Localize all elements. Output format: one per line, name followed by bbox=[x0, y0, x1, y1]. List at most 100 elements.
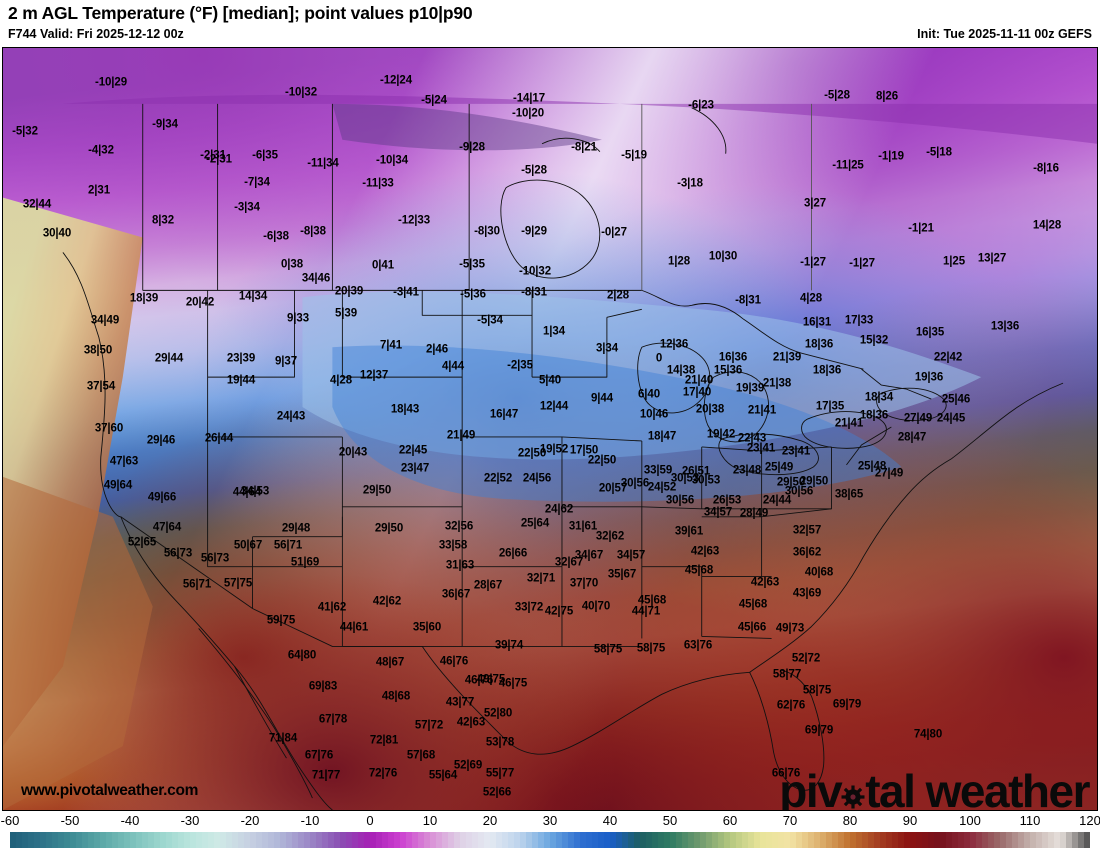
point-value-label: 26|53 bbox=[712, 494, 742, 507]
point-value-label: 12|36 bbox=[659, 338, 689, 351]
point-value-label: 36|67 bbox=[441, 588, 471, 601]
colorbar-cell bbox=[1024, 832, 1030, 848]
colorbar-tick: 40 bbox=[602, 813, 618, 828]
colorbar-cell bbox=[94, 832, 100, 848]
point-value-label: 42|63 bbox=[456, 716, 486, 729]
point-value-label: 57|75 bbox=[223, 577, 253, 590]
point-value-label: -2|31 bbox=[200, 149, 226, 162]
point-value-label: 21|39 bbox=[772, 351, 802, 364]
point-value-label: 9|44 bbox=[590, 392, 614, 405]
point-value-label: -5|36 bbox=[460, 288, 486, 301]
point-value-label: -4|32 bbox=[88, 144, 114, 157]
colorbar-cell bbox=[862, 832, 868, 848]
point-value-label: 20|42 bbox=[185, 296, 215, 309]
point-value-label: 17|50 bbox=[569, 444, 599, 457]
colorbar-cell bbox=[898, 832, 904, 848]
colorbar-cell bbox=[1084, 832, 1090, 848]
point-value-label: 29|44 bbox=[154, 352, 184, 365]
colorbar-cell bbox=[712, 832, 718, 848]
point-value-label: 45|68 bbox=[637, 594, 667, 607]
colorbar-cell bbox=[502, 832, 508, 848]
point-value-label: 71|77 bbox=[311, 769, 341, 782]
colorbar-cell bbox=[694, 832, 700, 848]
point-value-label: 45|68 bbox=[684, 564, 714, 577]
point-value-label: 49|75 bbox=[476, 673, 506, 686]
point-value-label: -1|19 bbox=[878, 150, 904, 163]
point-value-label: 23|48 bbox=[732, 464, 762, 477]
colorbar-cell bbox=[250, 832, 256, 848]
point-value-label: 31|61 bbox=[568, 520, 598, 533]
colorbar-cell bbox=[394, 832, 400, 848]
point-value-label: 74|80 bbox=[913, 728, 943, 741]
point-value-label: 2|46 bbox=[425, 343, 449, 356]
point-value-label: 53|78 bbox=[485, 736, 515, 749]
colorbar-cell bbox=[682, 832, 688, 848]
point-value-label: 21|41 bbox=[747, 404, 777, 417]
colorbar-cell bbox=[964, 832, 970, 848]
colorbar-cell bbox=[640, 832, 646, 848]
point-value-label: 22|45 bbox=[398, 444, 428, 457]
point-value-label: 30|53 bbox=[691, 474, 721, 487]
site-url-watermark: www.pivotalweather.com bbox=[21, 782, 199, 799]
point-value-label: 23|41 bbox=[746, 442, 776, 455]
point-value-label: -11|33 bbox=[362, 177, 394, 190]
point-value-label: 44|71 bbox=[631, 605, 661, 618]
colorbar-cell bbox=[526, 832, 532, 848]
point-value-label: 12|44 bbox=[539, 400, 569, 413]
point-value-label: 69|79 bbox=[832, 698, 862, 711]
point-value-label: -8|16 bbox=[1033, 162, 1059, 175]
colorbar-cell bbox=[742, 832, 748, 848]
colorbar-cell bbox=[484, 832, 490, 848]
colorbar-cell bbox=[724, 832, 730, 848]
point-value-label: -3|41 bbox=[393, 286, 419, 299]
point-value-label: 42|62 bbox=[372, 595, 402, 608]
colorbar-cell bbox=[472, 832, 478, 848]
point-value-label: -5|18 bbox=[926, 146, 952, 159]
point-value-label: -1|21 bbox=[908, 222, 934, 235]
point-value-label: 20|57 bbox=[598, 482, 628, 495]
colorbar-cell bbox=[286, 832, 292, 848]
colorbar-tick: 120 bbox=[1079, 813, 1100, 828]
point-value-label: 33|59 bbox=[643, 464, 673, 477]
point-value-label: 13|27 bbox=[977, 252, 1007, 265]
point-value-label: -6|23 bbox=[688, 99, 714, 112]
colorbar-cell bbox=[214, 832, 220, 848]
point-value-label: 10|46 bbox=[639, 408, 669, 421]
colorbar-cell bbox=[208, 832, 214, 848]
colorbar-cell bbox=[754, 832, 760, 848]
point-value-label: -1|27 bbox=[800, 256, 826, 269]
colorbar-cell bbox=[328, 832, 334, 848]
colorbar-cell bbox=[568, 832, 574, 848]
temperature-field-layer bbox=[3, 48, 1097, 810]
point-value-label: -10|34 bbox=[375, 154, 409, 167]
point-value-label: 25|48 bbox=[857, 460, 887, 473]
point-value-label: 32|56 bbox=[444, 520, 474, 533]
colorbar-cell bbox=[934, 832, 940, 848]
colorbar[interactable]: -60 -50 -40 -30 -20 -10 0 10 20 30 40 50 60 70 80 90 100… bbox=[0, 812, 1100, 850]
point-value-label: 4|28 bbox=[329, 374, 353, 387]
colorbar-cell bbox=[664, 832, 670, 848]
point-value-label: 49|64 bbox=[103, 479, 133, 492]
map-canvas[interactable]: -5|32 -10|29 -4|32 2|31 -9|34 8|32 -2|31 -6|35 -… bbox=[2, 47, 1098, 811]
point-value-label: -3|34 bbox=[234, 201, 260, 214]
point-value-label: 1|34 bbox=[542, 325, 566, 338]
point-value-label: 10|30 bbox=[708, 250, 738, 263]
colorbar-cell bbox=[748, 832, 754, 848]
point-value-label: 21|38 bbox=[762, 377, 792, 390]
colorbar-cell bbox=[184, 832, 190, 848]
colorbar-cell bbox=[904, 832, 910, 848]
point-value-label: 46|75 bbox=[498, 677, 528, 690]
colorbar-cell bbox=[256, 832, 262, 848]
point-value-label: 22|43 bbox=[737, 432, 767, 445]
point-value-label: -1|27 bbox=[849, 257, 875, 270]
point-value-label: 25|49 bbox=[764, 461, 794, 474]
colorbar-cell bbox=[460, 832, 466, 848]
point-value-label: 44|61 bbox=[339, 621, 369, 634]
point-value-label: 8|26 bbox=[875, 90, 899, 103]
colorbar-cell bbox=[850, 832, 856, 848]
point-value-label: 30|53 bbox=[670, 472, 700, 485]
point-value-label: 5|39 bbox=[334, 307, 358, 320]
point-value-label: 7|41 bbox=[379, 339, 403, 352]
point-value-label: 57|72 bbox=[414, 719, 444, 732]
colorbar-cell bbox=[760, 832, 766, 848]
